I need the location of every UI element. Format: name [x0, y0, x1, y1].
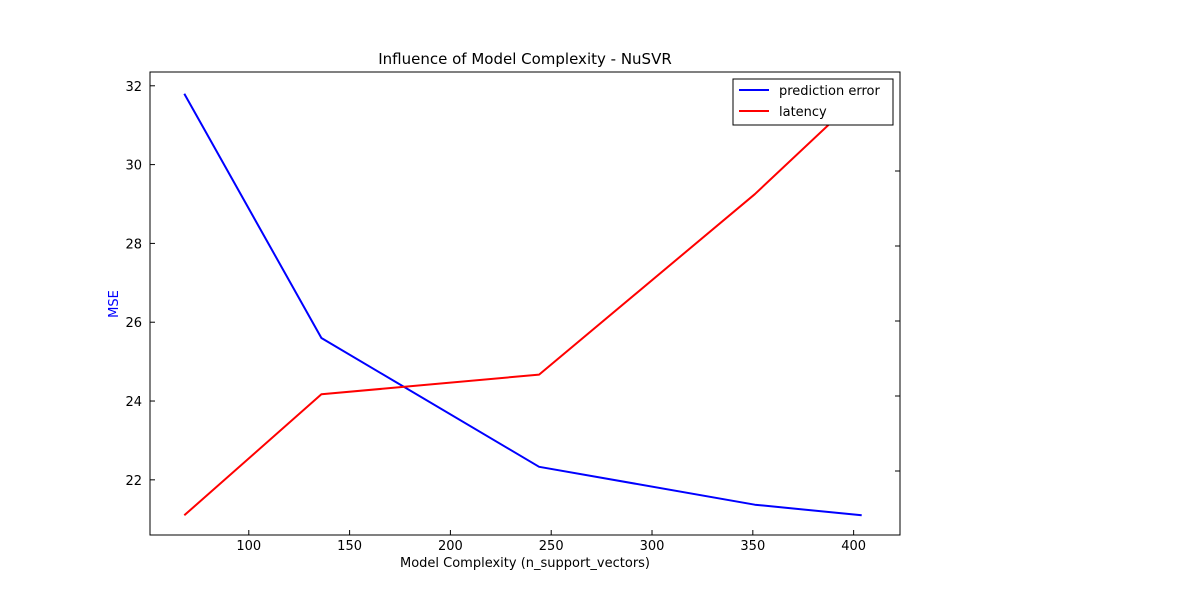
x-tick-label: 200: [438, 539, 463, 554]
series-line-prediction-error: [183, 93, 862, 517]
chart-title: Influence of Model Complexity - NuSVR: [378, 50, 672, 68]
y-axis: 22 24 26 28 30 32: [125, 80, 155, 489]
x-tick-label: 400: [841, 539, 866, 554]
legend: prediction error latency: [732, 78, 894, 126]
x-axis: 100 150 200 250 300 350 400: [236, 530, 866, 554]
y-tick-label: 22: [125, 474, 142, 489]
x-tick-label: 300: [640, 539, 665, 554]
x-tick-label: 250: [539, 539, 564, 554]
x-tick-label: 350: [740, 539, 765, 554]
y-tick-label: 32: [125, 80, 142, 95]
series-line-latency: [183, 92, 863, 517]
y-tick-label: 28: [125, 237, 142, 252]
y-tick-label: 30: [125, 159, 142, 174]
legend-box: [732, 78, 894, 126]
y-tick-label: 26: [125, 316, 142, 331]
secondary-y-axis: [895, 170, 900, 472]
y-tick-label: 24: [125, 395, 142, 410]
x-axis-label: Model Complexity (n_support_vectors): [400, 556, 650, 571]
x-tick-label: 150: [337, 539, 362, 554]
series-lines: [183, 92, 863, 517]
x-tick-label: 100: [236, 539, 261, 554]
legend-label-latency: latency: [779, 105, 827, 120]
legend-label-prediction-error: prediction error: [779, 84, 880, 99]
plot-frame: [149, 71, 901, 536]
y-axis-label: MSE: [107, 290, 122, 318]
